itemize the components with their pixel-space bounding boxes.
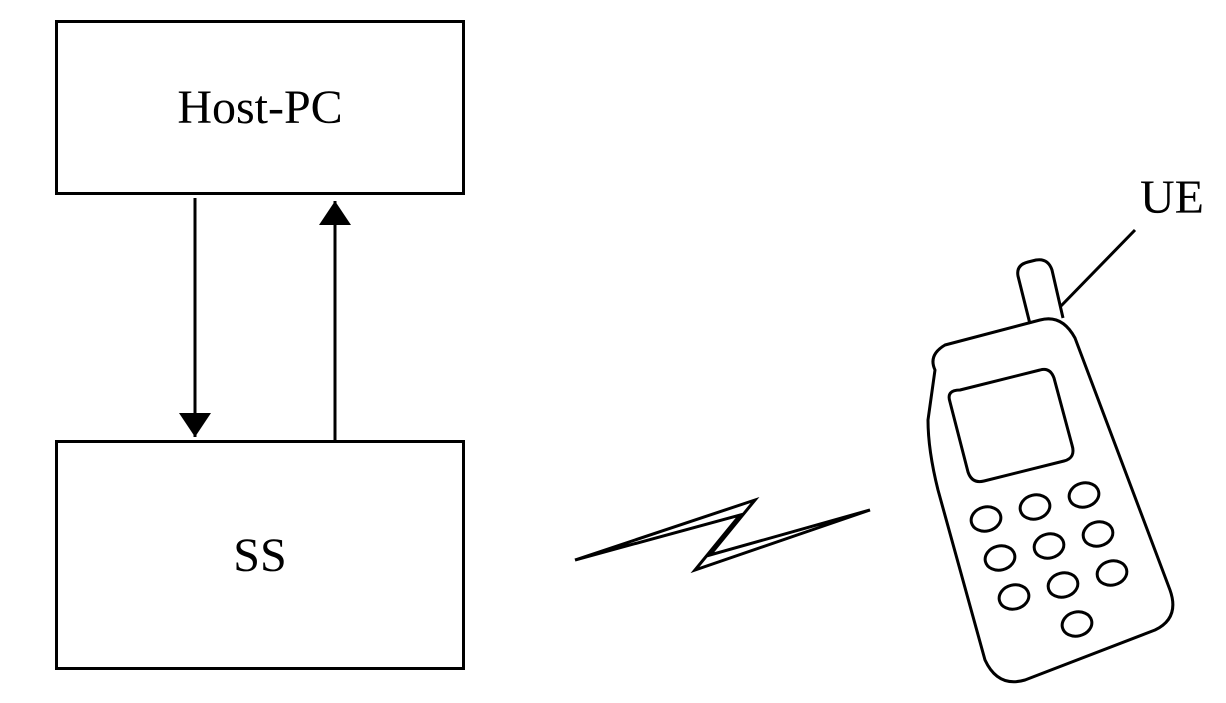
ss-label: SS bbox=[233, 528, 286, 583]
host-pc-box: Host-PC bbox=[55, 20, 465, 195]
host-pc-label: Host-PC bbox=[177, 80, 342, 135]
ss-box: SS bbox=[55, 440, 465, 670]
ue-label: UE bbox=[1140, 170, 1204, 225]
